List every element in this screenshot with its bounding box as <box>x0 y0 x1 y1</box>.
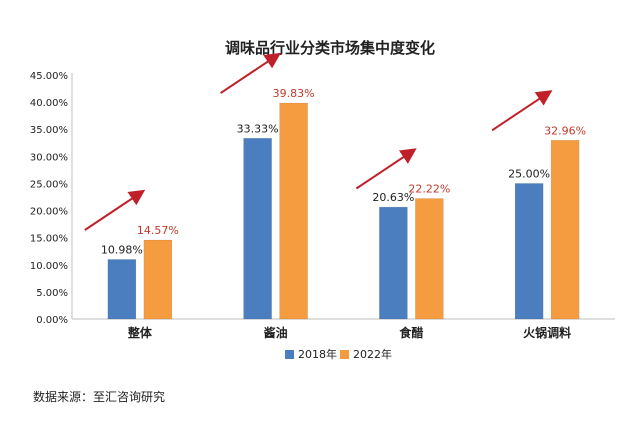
bar <box>550 140 580 320</box>
bar-value-label: 25.00% <box>508 167 550 180</box>
y-tick-label: 25.00% <box>30 179 68 190</box>
bar-value-label: 39.83% <box>273 87 315 100</box>
y-tick-label: 5.00% <box>36 288 68 299</box>
y-tick-label: 40.00% <box>30 98 68 109</box>
x-tick-label: 食醋 <box>398 325 423 340</box>
bar-value-label: 20.63% <box>372 191 414 204</box>
legend-label: 2018年 <box>298 347 337 361</box>
x-tick-label: 火锅调料 <box>523 325 571 340</box>
bar <box>514 183 544 320</box>
y-tick-label: 15.00% <box>30 234 68 245</box>
bar-value-label: 14.57% <box>137 224 179 237</box>
y-tick-label: 20.00% <box>30 207 68 218</box>
bar <box>243 138 272 320</box>
y-tick-label: 10.00% <box>30 261 68 272</box>
bar-value-label: 33.33% <box>237 122 279 135</box>
y-tick-label: 30.00% <box>30 152 68 163</box>
bar <box>143 239 173 320</box>
x-tick-label: 整体 <box>127 325 153 340</box>
bar <box>415 198 444 320</box>
trend-arrow <box>491 90 553 132</box>
y-tick-label: 35.00% <box>30 125 68 136</box>
trend-arrow <box>84 189 146 231</box>
x-tick-label: 酱油 <box>264 325 288 340</box>
bar-value-label: 32.96% <box>544 124 586 137</box>
trend-arrow <box>220 52 281 94</box>
legend-label: 2022年 <box>353 347 392 361</box>
bar <box>379 206 408 320</box>
trend-arrow <box>355 148 417 190</box>
bar-value-label: 10.98% <box>101 243 143 256</box>
bar <box>279 102 308 320</box>
bar-value-label: 22.22% <box>408 183 450 196</box>
y-tick-label: 45.00% <box>30 71 68 82</box>
legend-swatch <box>285 350 294 359</box>
chart-title: 调味品行业分类市场集中度变化 <box>225 39 435 57</box>
source-note: 数据来源：至汇咨询研究 <box>33 390 166 404</box>
bar <box>107 259 137 320</box>
legend-swatch <box>340 350 349 359</box>
y-tick-label: 0.00% <box>36 315 68 326</box>
